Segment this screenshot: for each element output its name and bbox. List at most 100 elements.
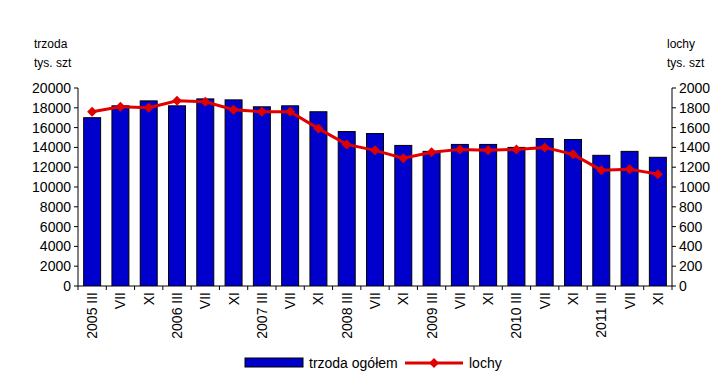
y-tick-label: 2000 [40, 258, 71, 274]
axis-title: lochy [667, 37, 695, 51]
y2-tick-label: 1200 [679, 159, 710, 175]
axis-title: tys. szt [34, 56, 72, 70]
y2-tick-label: 1600 [679, 120, 710, 136]
y-tick-label: 6000 [40, 219, 71, 235]
x-tick-label: 2011 III [593, 292, 609, 338]
x-tick-label: XI [226, 292, 242, 305]
x-tick-label: XI [395, 292, 411, 305]
y-tick [74, 88, 78, 89]
x-tick [247, 286, 248, 290]
bar [310, 112, 327, 286]
y2-tick [672, 206, 676, 207]
legend-label: trzoda ogółem [309, 355, 398, 371]
x-tick [417, 286, 418, 290]
x-tick [219, 286, 220, 290]
x-tick-label: VII [367, 292, 383, 309]
y-tick [74, 226, 78, 227]
x-tick [474, 286, 475, 290]
marker [370, 145, 380, 155]
y2-tick [672, 147, 676, 148]
x-tick-label: 2009 III [424, 292, 440, 339]
y2-tick [672, 187, 676, 188]
y2-tick [672, 226, 676, 227]
y-tick [74, 147, 78, 148]
marker [115, 102, 125, 112]
x-tick-label: XI [565, 292, 581, 305]
y-tick [74, 187, 78, 188]
y-tick-label: 10000 [32, 179, 71, 195]
marker [229, 105, 239, 115]
bar [508, 147, 525, 286]
y2-tick-label: 2000 [679, 80, 710, 96]
x-tick-label: 2005 III [84, 292, 100, 339]
y2-tick [672, 167, 676, 168]
y-tick-label: 16000 [32, 120, 71, 136]
x-tick [276, 286, 277, 290]
marker [285, 107, 295, 117]
bar [112, 106, 129, 286]
marker [625, 164, 635, 174]
bar [338, 132, 355, 286]
marker [596, 165, 606, 175]
x-tick [615, 286, 616, 290]
bar [395, 145, 412, 286]
marker [455, 144, 465, 154]
x-tick-label: VII [622, 292, 638, 309]
marker [568, 149, 578, 159]
y-tick-label: 8000 [40, 199, 71, 215]
marker [511, 144, 521, 154]
bar [367, 134, 384, 286]
y2-tick [672, 127, 676, 128]
bar [565, 139, 582, 286]
bar [649, 157, 666, 286]
x-tick [304, 286, 305, 290]
marker [483, 145, 493, 155]
bar [451, 144, 468, 286]
x-tick-label: 2008 III [339, 292, 355, 339]
y2-tick-label: 1000 [679, 179, 710, 195]
marker [540, 142, 550, 152]
marker [200, 97, 210, 107]
y2-tick [672, 246, 676, 247]
y2-tick-label: 800 [679, 199, 703, 215]
x-tick [134, 286, 135, 290]
x-tick [191, 286, 192, 290]
x-tick-label: VII [197, 292, 213, 309]
legend-label: lochy [469, 355, 502, 371]
x-tick [445, 286, 446, 290]
x-tick [162, 286, 163, 290]
x-tick-label: 2007 III [254, 292, 270, 339]
x-tick [78, 286, 79, 290]
marker [398, 153, 408, 163]
y-tick [74, 127, 78, 128]
y-tick [74, 266, 78, 267]
x-tick [502, 286, 503, 290]
marker [87, 107, 97, 117]
x-tick-label: VII [537, 292, 553, 309]
y-tick-label: 20000 [32, 80, 71, 96]
marker [144, 103, 154, 113]
y2-tick-label: 600 [679, 219, 703, 235]
bar [225, 100, 242, 286]
y2-tick [672, 107, 676, 108]
y-tick [74, 107, 78, 108]
x-tick [672, 286, 673, 290]
axis-title: trzoda [34, 37, 68, 51]
y2-tick-label: 1800 [679, 100, 710, 116]
legend-swatch [245, 358, 303, 367]
x-tick [558, 286, 559, 290]
y-tick [74, 246, 78, 247]
y-tick-label: 18000 [32, 100, 71, 116]
bar [197, 99, 214, 286]
x-tick [389, 286, 390, 290]
x-tick [587, 286, 588, 290]
x-tick-label: XI [141, 292, 157, 305]
x-tick-label: VII [452, 292, 468, 309]
y-tick-label: 4000 [40, 238, 71, 254]
y2-tick-label: 400 [679, 238, 703, 254]
x-tick [643, 286, 644, 290]
y-tick [74, 206, 78, 207]
y-tick-label: 0 [63, 278, 71, 294]
bar [253, 107, 270, 286]
legend-swatch [429, 358, 439, 368]
